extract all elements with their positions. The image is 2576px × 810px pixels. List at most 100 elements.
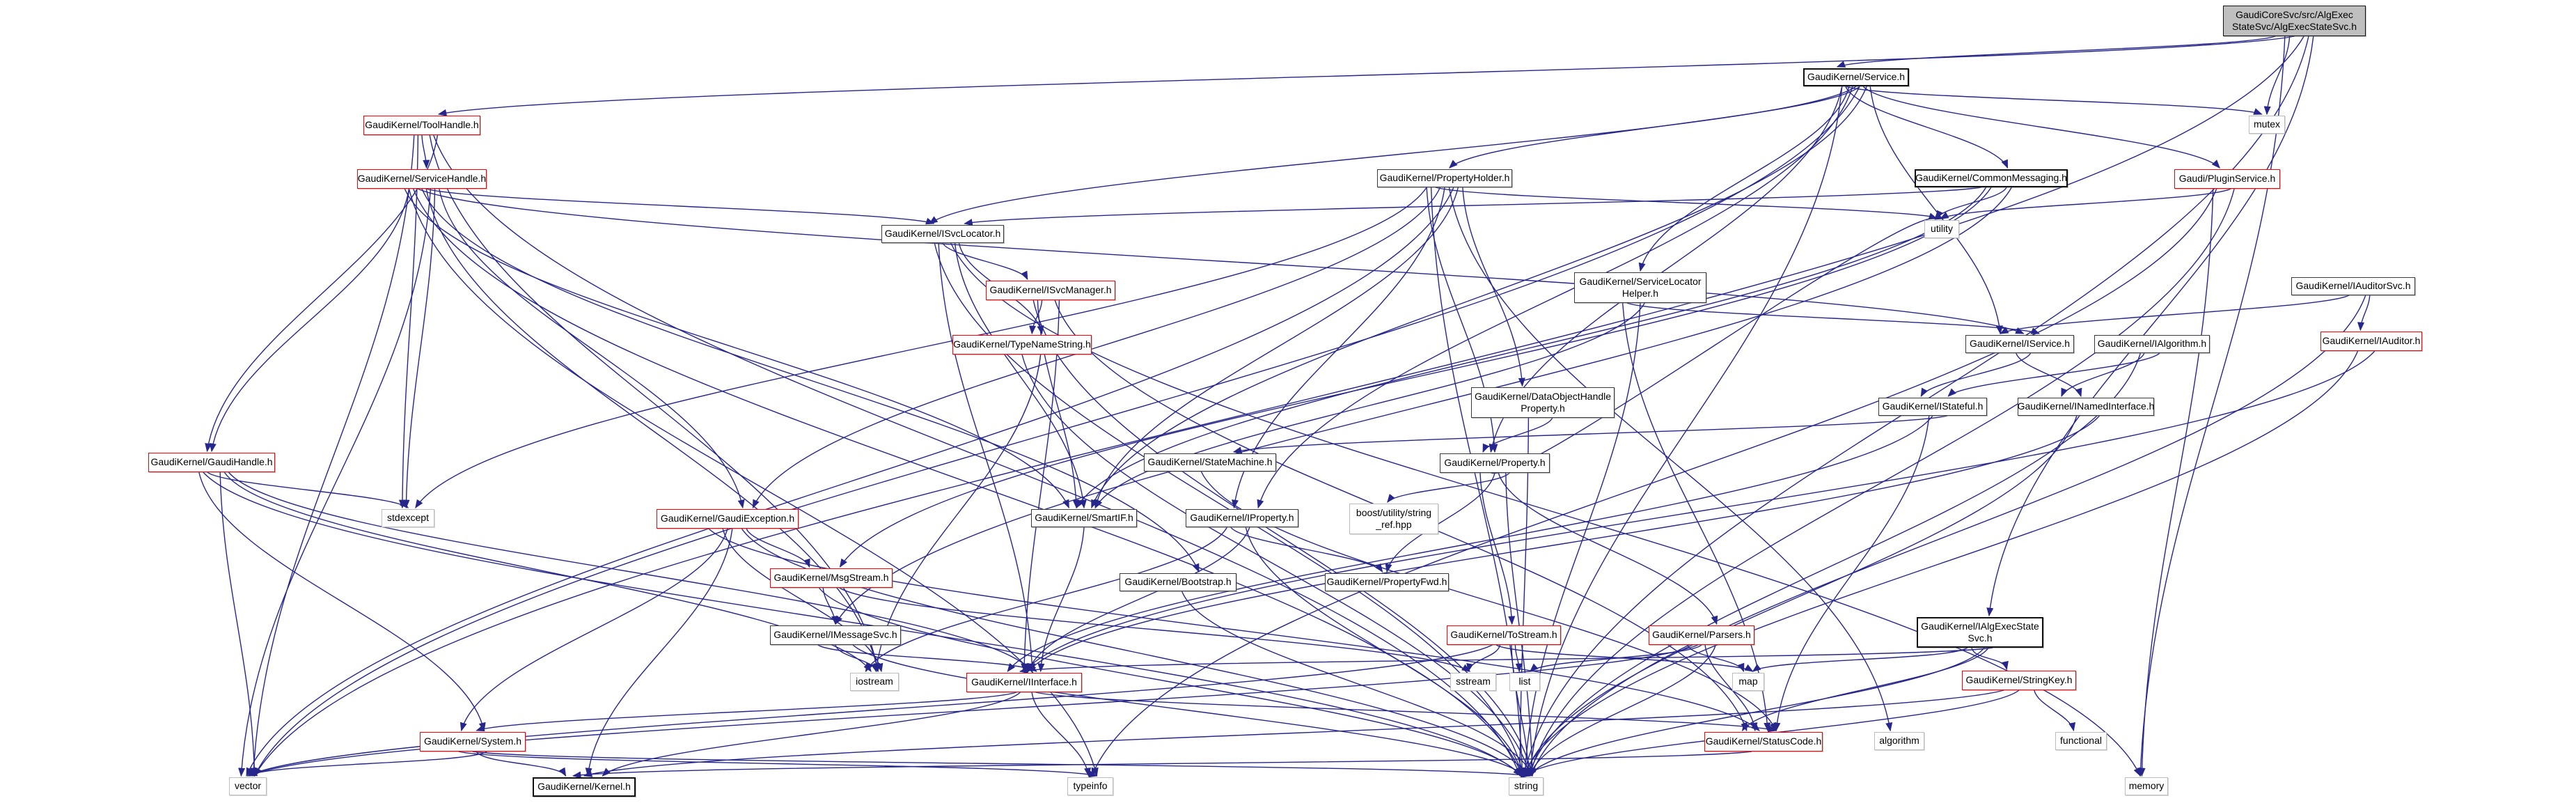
edge-ialgexecstatesvc-to-statuscode: [1741, 647, 1989, 732]
node-imessagesvc[interactable]: GaudiKernel/IMessageSvc.h: [770, 625, 901, 645]
edge-servicelocatorhelper-to-statuscode: [1621, 302, 1771, 732]
node-iauditor[interactable]: GaudiKernel/IAuditor.h: [2320, 332, 2422, 351]
edge-isvcmanager-to-iinterface: [1021, 299, 1060, 673]
edge-msgstream-to-string: [818, 587, 1522, 777]
edge-isvcmanager-to-typenamestring: [1028, 299, 1043, 335]
node-propertyfwd[interactable]: GaudiKernel/PropertyFwd.h: [1325, 573, 1449, 591]
edge-toolhandle-to-vector: [250, 134, 415, 777]
edge-dataobjecthandleproperty-to-property: [1482, 417, 1553, 453]
edge-pluginservice-to-memory: [2138, 188, 2214, 777]
node-iservice[interactable]: GaudiKernel/IService.h: [1965, 335, 2074, 353]
node-statuscode[interactable]: GaudiKernel/StatusCode.h: [1704, 732, 1823, 751]
edge-servicehandle-to-iostream: [425, 188, 880, 673]
node-iostream[interactable]: iostream: [850, 673, 899, 691]
edge-stringkey-to-functional: [2034, 690, 2076, 732]
node-tostream[interactable]: GaudiKernel/ToStream.h: [1447, 625, 1561, 645]
node-map[interactable]: map: [1732, 673, 1764, 691]
edge-root-to-memory: [2137, 36, 2286, 777]
edge-iinterface-to-system: [476, 692, 1017, 732]
edge-servicehandle-to-vector: [238, 188, 432, 777]
edge-iauditorsvc-to-iservice: [2000, 295, 2350, 334]
node-servicelocatorhelper[interactable]: GaudiKernel/ServiceLocator Helper.h: [1574, 272, 1706, 303]
edge-commonmessaging-to-isvclocator: [964, 187, 1981, 226]
edge-iproperty-to-string: [1245, 527, 1524, 777]
edge-gaudihandle-to-vector: [219, 472, 258, 777]
node-stdexcept[interactable]: stdexcept: [382, 509, 434, 527]
node-stringref[interactable]: boost/utility/string _ref.hpp: [1349, 504, 1438, 534]
edge-isvcmanager-to-string: [1032, 299, 1534, 777]
node-system[interactable]: GaudiKernel/System.h: [420, 732, 526, 751]
node-bootstrap[interactable]: GaudiKernel/Bootstrap.h: [1120, 573, 1236, 591]
node-sstream[interactable]: sstream: [1450, 673, 1496, 691]
node-gaudiexception[interactable]: GaudiKernel/GaudiException.h: [657, 509, 799, 529]
node-smartif[interactable]: GaudiKernel/SmartIF.h: [1031, 509, 1137, 527]
edge-service-to-smartif: [1091, 86, 1867, 509]
edge-ialgexecstatesvc-to-iinterface: [1019, 647, 1993, 674]
node-parsers[interactable]: GaudiKernel/Parsers.h: [1649, 625, 1754, 645]
node-msgstream[interactable]: GaudiKernel/MsgStream.h: [770, 568, 893, 588]
node-root[interactable]: GaudiCoreSvc/src/AlgExec StateSvc/AlgExe…: [2223, 6, 2366, 36]
node-utility[interactable]: utility: [1924, 220, 1959, 238]
node-iproperty[interactable]: GaudiKernel/IProperty.h: [1186, 509, 1298, 527]
edge-isvclocator-to-isvcmanager: [942, 242, 1028, 281]
edge-iauditor-to-iinterface: [1023, 350, 2375, 672]
node-typenamestring[interactable]: GaudiKernel/TypeNameString.h: [952, 335, 1092, 355]
node-ialgexecstatesvc[interactable]: GaudiKernel/IAlgExecState Svc.h: [1917, 617, 2043, 648]
edge-iinterface-to-statuscode: [1035, 692, 1777, 733]
edge-propertyholder-to-gaudiexception: [752, 187, 1441, 509]
node-toolhandle[interactable]: GaudiKernel/ToolHandle.h: [363, 116, 480, 135]
node-memory[interactable]: memory: [2125, 777, 2168, 795]
node-ialgorithm[interactable]: GaudiKernel/IAlgorithm.h: [2094, 335, 2210, 353]
node-string[interactable]: string: [1509, 777, 1544, 795]
edge-gaudiexception-to-msgstream: [746, 528, 810, 568]
edge-tostream-to-vector: [246, 644, 1493, 777]
node-statemachine[interactable]: GaudiKernel/StateMachine.h: [1144, 453, 1276, 472]
edge-ialgexecstatesvc-to-stringkey: [1971, 647, 2009, 671]
node-algorithm[interactable]: algorithm: [1874, 732, 1924, 750]
edge-ialgorithm-to-inamedinterface: [2061, 352, 2145, 398]
node-isvclocator[interactable]: GaudiKernel/ISvcLocator.h: [881, 225, 1004, 243]
edge-root-to-ialgexecstatesvc: [1986, 36, 2314, 617]
node-vector[interactable]: vector: [229, 777, 267, 795]
edge-gaudihandle-to-string: [203, 472, 1522, 777]
edge-msgstream-to-imessagesvc: [822, 587, 839, 625]
edge-ialgexecstatesvc-to-map: [1752, 647, 1968, 672]
node-mutex[interactable]: mutex: [2249, 116, 2285, 134]
edge-servicehandle-to-gaudiexception: [439, 188, 745, 509]
edge-toolhandle-to-string: [433, 134, 1521, 777]
node-iauditorsvc[interactable]: GaudiKernel/IAuditorSvc.h: [2291, 277, 2415, 295]
edge-servicehandle-to-smartif: [404, 188, 1069, 509]
node-servicehandle[interactable]: GaudiKernel/ServiceHandle.h: [357, 169, 487, 189]
node-property[interactable]: GaudiKernel/Property.h: [1440, 453, 1550, 473]
node-propertyholder[interactable]: GaudiKernel/PropertyHolder.h: [1377, 169, 1512, 187]
edge-iservice-to-inamedinterface: [2016, 352, 2082, 398]
node-iinterface[interactable]: GaudiKernel/IInterface.h: [966, 673, 1082, 692]
edge-propertyholder-to-stdexcept: [415, 187, 1427, 509]
edge-iproperty-to-propertyfwd: [1230, 527, 1383, 573]
node-isvcmanager[interactable]: GaudiKernel/ISvcManager.h: [986, 281, 1115, 300]
node-istateful[interactable]: GaudiKernel/IStateful.h: [1878, 398, 1987, 416]
node-dataobjecthandleproperty[interactable]: GaudiKernel/DataObjectHandle Property.h: [1471, 387, 1615, 418]
node-gaudihandle[interactable]: GaudiKernel/GaudiHandle.h: [148, 453, 275, 472]
node-inamedinterface[interactable]: GaudiKernel/INamedInterface.h: [2018, 398, 2154, 416]
edge-ialgexecstatesvc-to-string: [1527, 647, 1985, 777]
edge-typenamestring-to-string: [1021, 354, 1532, 777]
node-list[interactable]: list: [1509, 673, 1540, 691]
node-commonmessaging[interactable]: GaudiKernel/CommonMessaging.h: [1915, 169, 2068, 187]
node-functional[interactable]: functional: [2055, 732, 2107, 750]
node-pluginservice[interactable]: Gaudi/PluginService.h: [2174, 169, 2280, 189]
node-service[interactable]: GaudiKernel/Service.h: [1803, 68, 1909, 86]
edge-iservice-to-istateful: [1920, 352, 2032, 398]
node-typeinfo[interactable]: typeinfo: [1067, 777, 1113, 795]
edge-service-to-string: [1527, 86, 1843, 777]
edge-smartif-to-iinterface: [1037, 527, 1085, 673]
edge-iinterface-to-typeinfo: [1031, 692, 1092, 777]
node-kernel[interactable]: GaudiKernel/Kernel.h: [533, 777, 636, 797]
node-stringkey[interactable]: GaudiKernel/StringKey.h: [1962, 671, 2076, 690]
edge-property-to-string: [1505, 472, 1536, 777]
edge-parsers-to-map: [1687, 644, 1745, 673]
edge-servicehandle-to-iservice: [417, 188, 2025, 334]
edge-iauditorsvc-to-string: [1530, 295, 2366, 777]
edge-property-to-propertyfwd: [1385, 472, 1495, 573]
